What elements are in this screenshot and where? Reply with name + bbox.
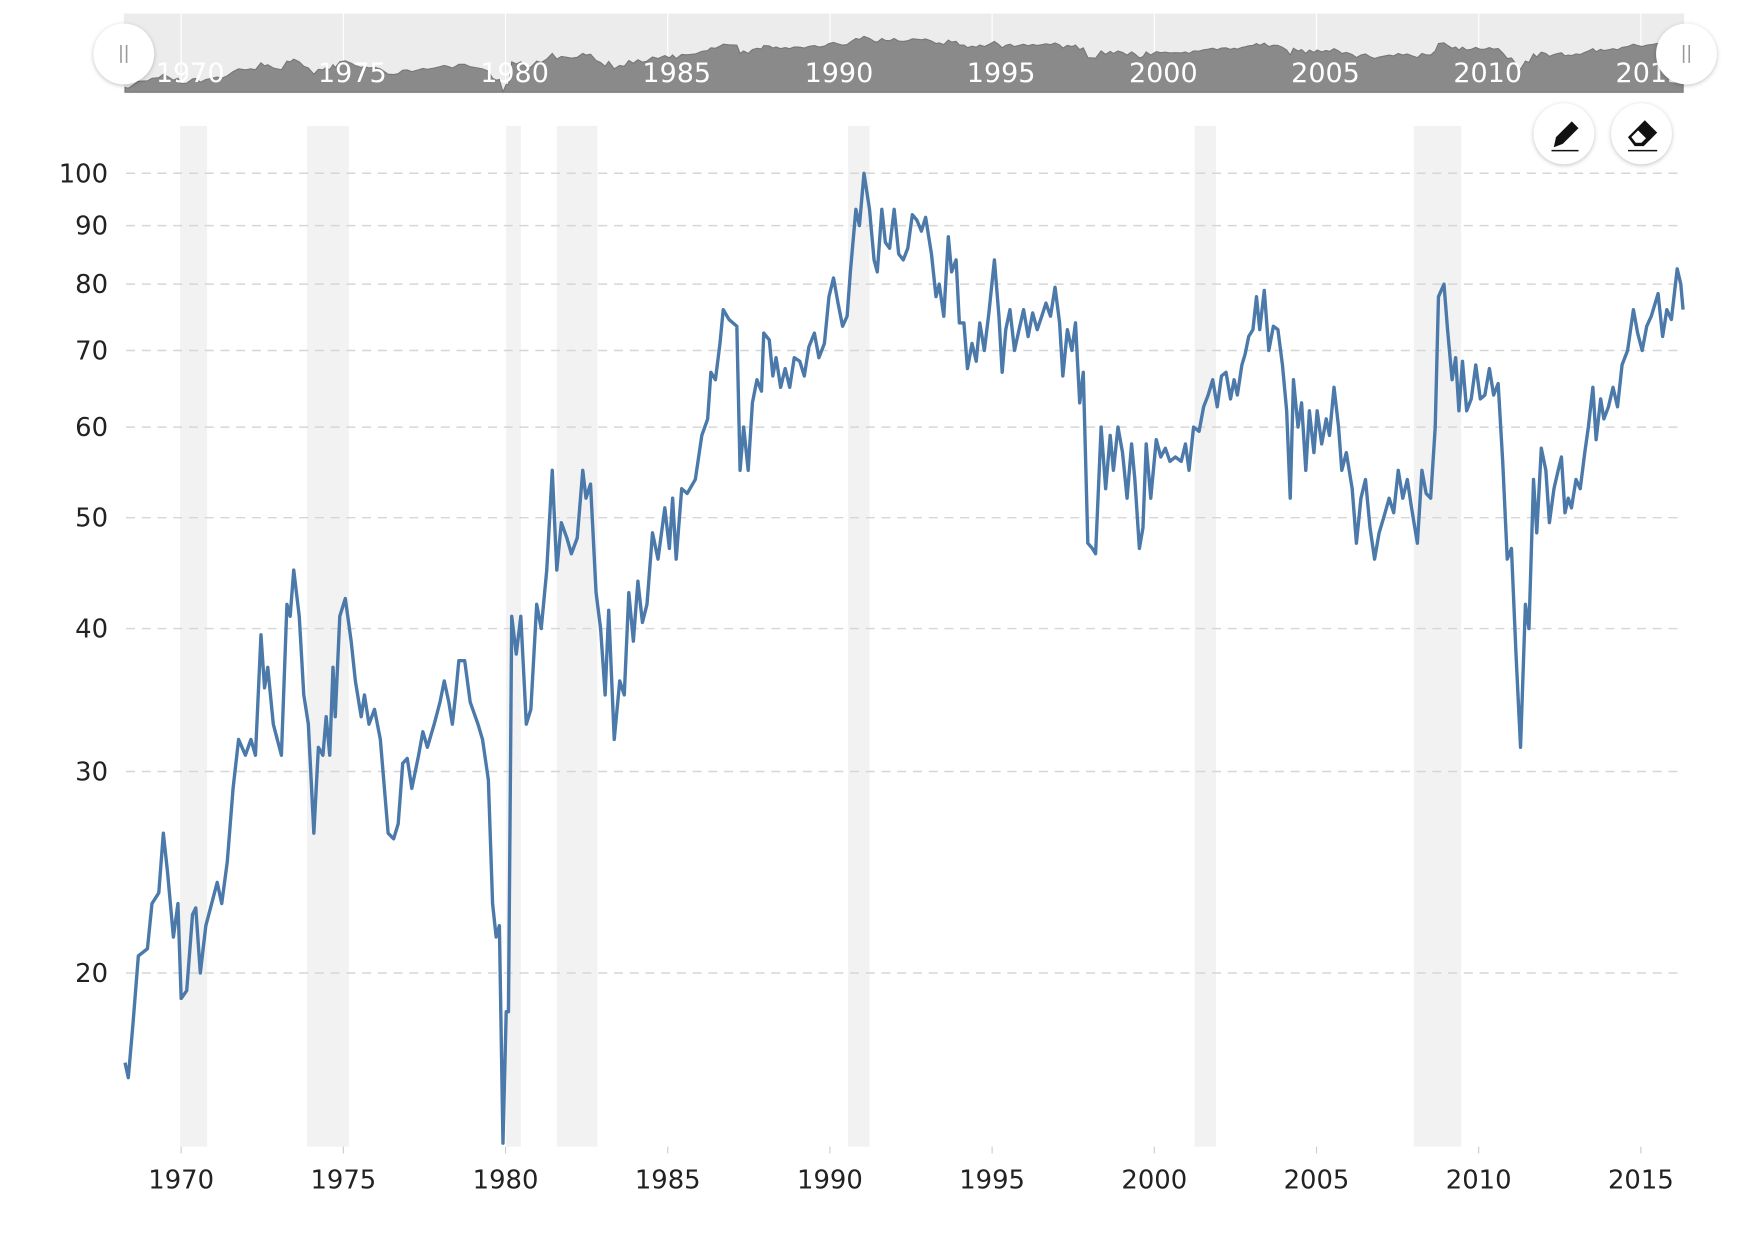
x-tick-label: 2005: [1284, 1165, 1350, 1195]
navigator-label: 1985: [642, 58, 711, 89]
navigator-label: 1975: [318, 58, 387, 89]
recession-band: [307, 125, 349, 1147]
y-tick-label: 90: [75, 212, 108, 242]
x-tick-label: 1995: [959, 1165, 1025, 1195]
y-tick-label: 100: [59, 159, 108, 189]
x-tick-label: 1970: [148, 1165, 214, 1195]
data-line: [123, 171, 1685, 1145]
x-tick-label: 2015: [1608, 1165, 1674, 1195]
recession-band: [556, 125, 598, 1147]
y-tick-label: 50: [75, 504, 108, 534]
x-tick-label: 1990: [797, 1165, 863, 1195]
x-tick-label: 1980: [473, 1165, 539, 1195]
navigator-label: 1970: [156, 58, 225, 89]
plot-area: 20 30 40 50 60 70 80 90 100 1970 1975 1980 1985 1990 1…: [59, 125, 1685, 1195]
y-tick-label: 40: [75, 615, 108, 645]
navigator-label: 1980: [480, 58, 549, 89]
recession-band: [1413, 125, 1462, 1147]
draw-button[interactable]: [1533, 103, 1595, 165]
navigator-label: 1990: [805, 58, 874, 89]
navigator-handles: [93, 23, 1717, 85]
navigator-label: 2010: [1453, 58, 1522, 89]
y-tick-label: 80: [75, 270, 108, 300]
x-tick-label: 2000: [1121, 1165, 1187, 1195]
left-handle[interactable]: [93, 23, 155, 85]
recession-band: [848, 125, 870, 1147]
y-tick-label: 20: [75, 959, 108, 989]
navigator-label: 2005: [1291, 58, 1360, 89]
recession-band: [1194, 125, 1216, 1147]
x-tick-label: 2010: [1446, 1165, 1512, 1195]
right-handle[interactable]: [1656, 23, 1717, 85]
y-tick-label: 70: [75, 336, 108, 366]
erase-button[interactable]: [1611, 103, 1672, 165]
recession-band: [180, 125, 208, 1147]
x-tick-label: 1975: [310, 1165, 376, 1195]
navigator-area: [124, 35, 1684, 94]
navigator-content: 1970 1975 1980 1985 1990 1995 2000 2005 2010 2015: [124, 13, 1684, 94]
y-tick-label: 30: [75, 758, 108, 788]
navigator: 1970 1975 1980 1985 1990 1995 2000 2005 2010 2015: [123, 13, 1685, 94]
y-tick-label: 60: [75, 413, 108, 443]
navigator-label: 1995: [967, 58, 1036, 89]
x-tick-label: 1985: [635, 1165, 701, 1195]
navigator-label: 2000: [1129, 58, 1198, 89]
